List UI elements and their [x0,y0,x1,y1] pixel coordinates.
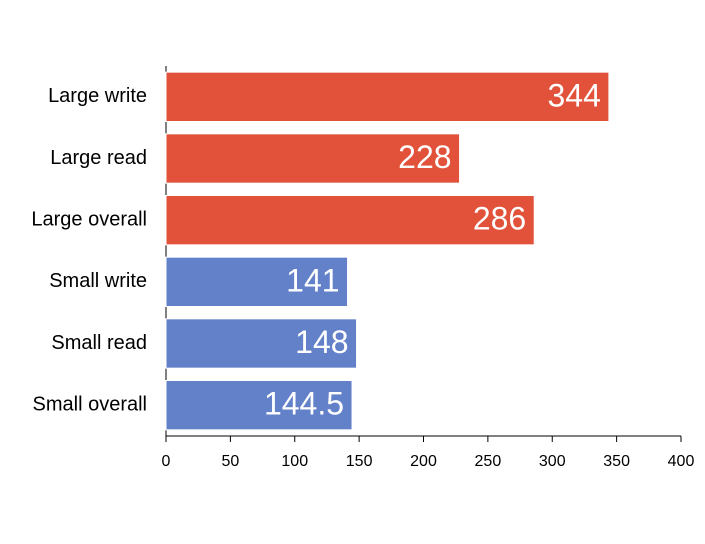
y-tick-label: Small overall [33,393,147,415]
x-tick-label: 200 [410,453,437,470]
x-tick-label: 50 [221,453,239,470]
y-tick-label: Small read [51,332,147,354]
bar [165,318,358,369]
value-label: 228 [398,139,451,175]
bar [165,133,461,184]
value-label: 286 [473,201,526,237]
value-label: 141 [286,262,339,298]
bar [165,195,535,246]
bar [165,71,610,122]
x-tick-label: 150 [346,453,373,470]
value-label: 148 [295,324,348,360]
x-tick-label: 350 [603,453,630,470]
bar [165,380,353,431]
value-label: 344 [548,77,601,113]
x-tick-label: 250 [475,453,502,470]
y-tick-label: Large write [48,85,147,107]
value-label: 144.5 [264,386,344,422]
x-tick-label: 0 [162,453,171,470]
x-tick-label: 400 [668,453,695,470]
x-tick-label: 300 [539,453,566,470]
x-tick-label: 100 [281,453,308,470]
bar [165,256,349,307]
y-tick-label: Large overall [31,208,147,230]
y-tick-label: Large read [50,147,147,169]
y-tick-label: Small write [49,270,147,292]
